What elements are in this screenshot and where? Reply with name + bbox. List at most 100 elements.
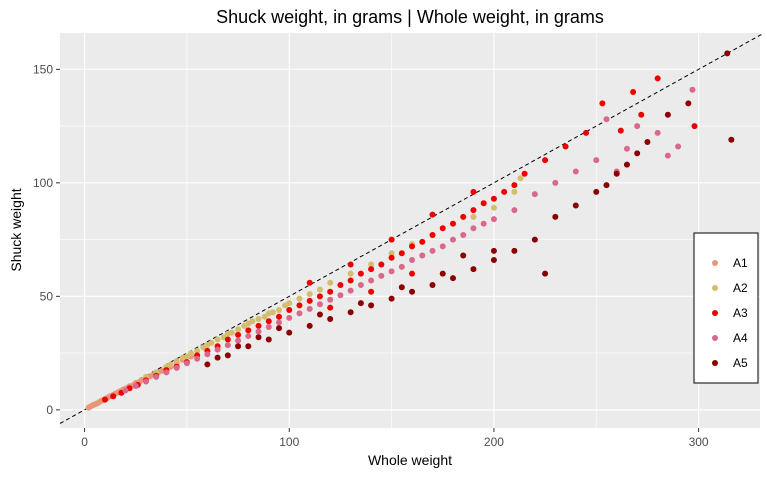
x-tick-label: 100 [279, 435, 299, 449]
data-point-a3 [460, 213, 467, 220]
data-point-a4 [265, 323, 272, 330]
data-point-a4 [327, 296, 334, 303]
data-point-a4 [142, 378, 149, 385]
data-point-a4 [593, 157, 600, 164]
data-point-a5 [388, 295, 395, 302]
legend-key-a3 [712, 310, 718, 316]
data-point-a2 [286, 300, 293, 307]
data-point-a2 [249, 318, 256, 325]
data-point-a4 [235, 337, 242, 344]
data-point-a5 [542, 270, 549, 277]
data-point-a5 [368, 302, 375, 309]
data-point-a5 [265, 336, 272, 343]
data-point-a5 [593, 188, 600, 195]
data-point-a3 [429, 232, 436, 239]
data-point-a4 [409, 257, 416, 264]
data-point-a3 [368, 266, 375, 273]
data-point-a3 [449, 220, 456, 227]
data-point-a4 [132, 383, 139, 390]
data-point-a5 [214, 354, 221, 361]
data-point-a5 [255, 334, 262, 341]
x-tick-label: 0 [81, 435, 88, 449]
data-point-a4 [675, 143, 682, 150]
data-point-a3 [102, 396, 109, 403]
y-tick-label: 0 [46, 403, 53, 417]
data-point-a2 [261, 313, 268, 320]
data-point-a4 [255, 328, 262, 335]
data-point-a4 [490, 216, 497, 223]
data-point-a3 [388, 236, 395, 243]
data-point-a4 [194, 355, 201, 362]
data-point-a4 [470, 225, 477, 232]
data-point-a4 [689, 86, 696, 93]
data-point-a2 [490, 204, 497, 211]
data-point-a5 [357, 300, 364, 307]
data-point-a4 [623, 145, 630, 152]
data-point-a4 [296, 310, 303, 317]
data-point-a5 [449, 275, 456, 282]
data-point-a4 [337, 292, 344, 299]
data-point-a4 [664, 152, 671, 159]
data-point-a5 [235, 343, 242, 350]
data-point-a3 [110, 393, 117, 400]
data-point-a5 [531, 236, 538, 243]
data-point-a2 [276, 306, 283, 313]
data-point-a4 [511, 207, 518, 214]
legend-key-a5 [712, 360, 718, 366]
data-point-a4 [224, 342, 231, 349]
legend-label-a4: A4 [733, 331, 748, 345]
y-tick-label: 150 [33, 62, 53, 76]
data-point-a3 [542, 157, 549, 164]
data-point-a4 [173, 364, 180, 371]
data-point-a5 [276, 325, 283, 332]
data-point-a3 [480, 200, 487, 207]
data-point-a2 [316, 286, 323, 293]
legend-label-a5: A5 [733, 356, 748, 370]
data-point-a3 [511, 182, 518, 189]
data-point-a4 [552, 179, 559, 186]
data-point-a2 [167, 361, 174, 368]
x-tick-label: 200 [484, 435, 504, 449]
data-point-a3 [691, 123, 698, 130]
data-point-a2 [183, 353, 190, 360]
data-point-a3 [327, 304, 334, 311]
data-point-a4 [347, 287, 354, 294]
data-point-a4 [654, 129, 661, 136]
data-point-a5 [572, 202, 579, 209]
data-point-a3 [327, 288, 334, 295]
data-point-a5 [644, 138, 651, 145]
data-point-a5 [613, 170, 620, 177]
data-point-a2 [194, 347, 201, 354]
data-point-a2 [347, 270, 354, 277]
data-point-a4 [286, 314, 293, 321]
data-point-a4 [306, 305, 313, 312]
data-point-a2 [296, 295, 303, 302]
data-point-a3 [398, 250, 405, 257]
x-axis-ticks: 0 100 200 300 [81, 428, 709, 449]
data-point-a4 [183, 360, 190, 367]
data-point-a5 [724, 50, 731, 57]
data-point-a3 [255, 322, 262, 329]
data-point-a5 [603, 182, 610, 189]
data-point-a2 [511, 188, 518, 195]
data-point-a4 [368, 277, 375, 284]
data-point-a3 [337, 281, 344, 288]
data-point-a5 [511, 247, 518, 254]
data-point-a4 [122, 387, 129, 394]
data-point-a3 [296, 302, 303, 309]
data-point-a5 [429, 281, 436, 288]
data-point-a5 [245, 343, 252, 350]
data-point-a5 [664, 111, 671, 118]
data-point-a2 [173, 358, 180, 365]
data-point-a3 [501, 188, 508, 195]
legend-key-a4 [712, 335, 718, 341]
data-point-a4 [316, 301, 323, 308]
data-point-a3 [654, 75, 661, 82]
legend-key-a2 [712, 285, 718, 291]
data-point-a4 [572, 168, 579, 175]
data-point-a3 [439, 225, 446, 232]
data-point-a5 [347, 309, 354, 316]
data-point-a3 [599, 100, 606, 107]
y-tick-label: 100 [33, 176, 53, 190]
